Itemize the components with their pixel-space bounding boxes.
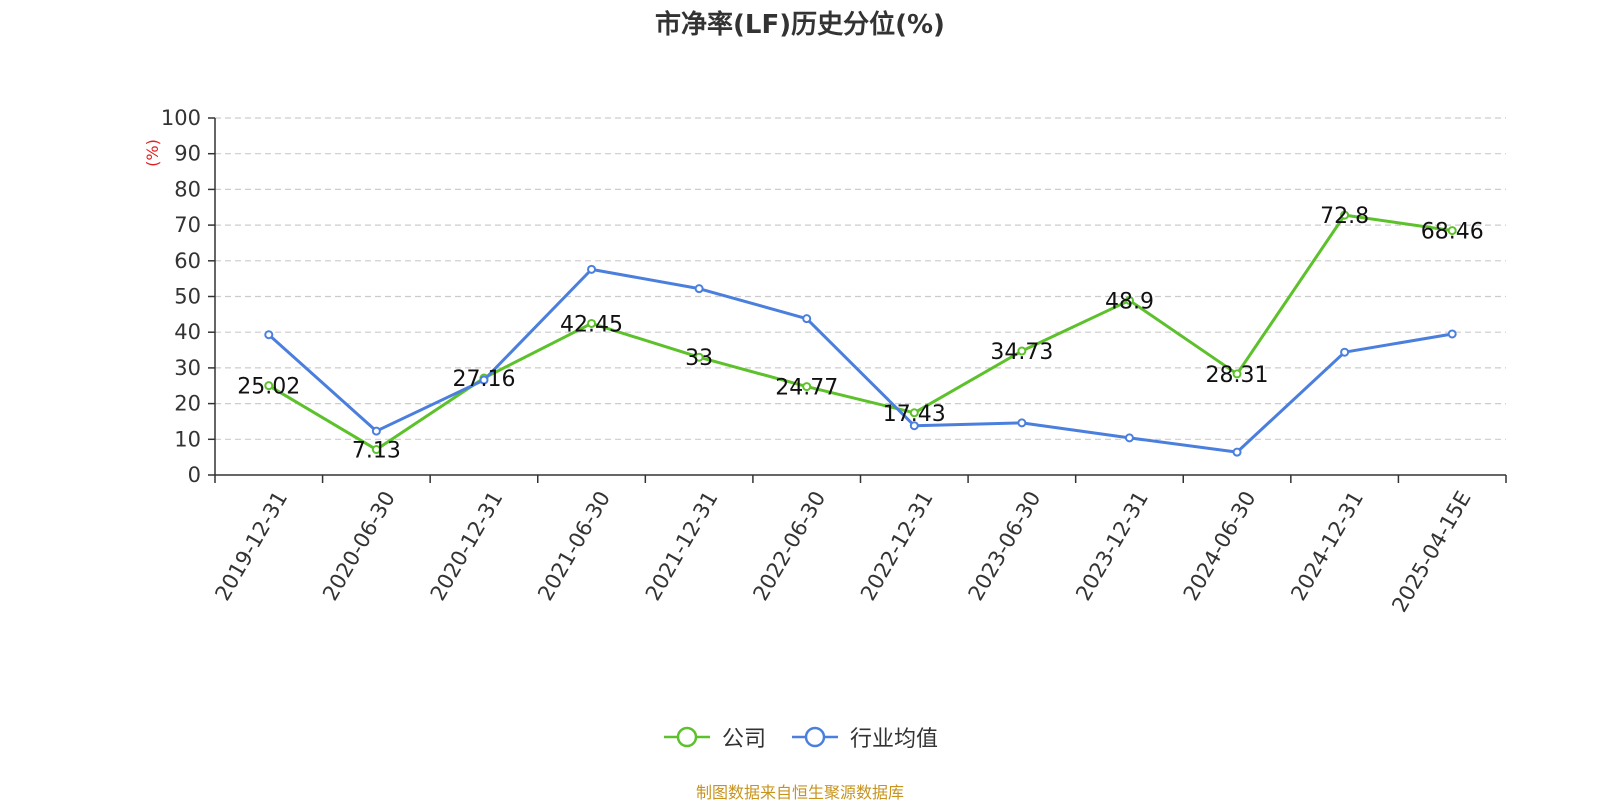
y-tick-label-0: 0 [188,463,201,487]
data-label-3: 42.45 [560,312,623,337]
x-tick-label-2019-12-31: 2019-12-31 [210,487,292,605]
data-label-9: 28.31 [1206,363,1269,388]
x-tick-label-2023-06-30: 2023-06-30 [964,487,1046,605]
series-lines [264,210,1457,457]
data-point-s0-1[interactable] [371,445,381,455]
data-label-7: 34.73 [990,340,1053,365]
legend-item-company[interactable]: 公司 [662,721,766,753]
chart-title: 市净率(LF)历史分位(%) [655,10,945,40]
data-label-0: 25.02 [237,375,300,400]
data-label-8: 48.9 [1105,289,1154,314]
x-tick-label-2024-06-30: 2024-06-30 [1179,487,1261,605]
data-point-s0-7[interactable] [1017,346,1027,356]
data-label-10: 72.8 [1320,204,1369,229]
source-note: 制图数据来自恒生聚源数据库 [695,783,904,802]
data-point-s0-3[interactable] [587,318,597,328]
data-point-s0-8[interactable] [1124,295,1134,305]
legend-label-company: 公司 [721,727,766,752]
y-tick-label-40: 40 [174,320,201,344]
data-point-s1-10[interactable] [1340,347,1350,357]
data-labels: 25.02 7.13 27.16 42.45 33 24.77 17.43 34.73 48.9… [237,204,1483,463]
legend-label-industry-avg: 行业均值 [850,727,939,752]
series-line-1 [267,267,1453,454]
data-point-s1-0[interactable] [264,330,274,340]
data-point-s1-4[interactable] [694,284,704,294]
data-point-s0-5[interactable] [802,382,812,392]
data-point-s0-6[interactable] [909,408,919,418]
data-point-s1-11[interactable] [1447,329,1457,339]
y-tick-label-80: 80 [174,177,201,201]
data-label-4: 33 [685,346,713,371]
data-point-s1-5[interactable] [802,314,812,324]
y-tick-label-50: 50 [174,285,201,309]
data-point-s1-7[interactable] [1017,418,1027,428]
x-tick-label-2023-12-31: 2023-12-31 [1071,487,1153,605]
y-axis-label: (%) [143,139,162,167]
data-point-s1-1[interactable] [371,426,381,436]
data-label-6: 17.43 [883,402,946,427]
data-point-s1-2[interactable] [479,375,489,385]
data-point-s1-9[interactable] [1232,447,1242,457]
data-label-5: 24.77 [775,376,838,401]
data-point-s1-6[interactable] [909,421,919,431]
data-label-11: 68.46 [1421,220,1484,245]
y-tick-label-90: 90 [174,142,201,166]
x-tick-label-2022-06-30: 2022-06-30 [748,487,830,605]
x-tick-label-2021-06-30: 2021-06-30 [533,487,615,605]
axes: 0 10 20 30 40 50 60 70 80 90 100 2019-12-31 2020-06-… [161,106,1507,616]
data-point-s1-3[interactable] [587,264,597,274]
y-tick-label-70: 70 [174,213,201,237]
data-point-s0-9[interactable] [1232,369,1242,379]
legend-item-industry-avg[interactable]: 行业均值 [790,721,938,753]
legend: 公司 行业均值 [0,721,1600,753]
y-tick-label-100: 100 [161,106,201,130]
legend-swatch-company-icon [663,726,710,748]
legend-swatch-industry-avg-icon [792,726,838,748]
x-tick-label-2021-12-31: 2021-12-31 [641,487,723,605]
data-point-s1-8[interactable] [1124,433,1134,443]
x-tick-label-2020-12-31: 2020-12-31 [426,487,508,605]
y-tick-label-20: 20 [174,392,201,416]
data-point-s0-4[interactable] [694,352,704,362]
grid-lines [215,117,1506,440]
x-tick-label-2025-04-15E: 2025-04-15E [1387,487,1475,616]
y-tick-label-30: 30 [174,356,201,380]
data-label-2: 27.16 [452,367,515,392]
data-point-s0-11[interactable] [1447,226,1457,236]
data-label-1: 7.13 [352,439,401,464]
x-tick-label-2020-06-30: 2020-06-30 [318,487,400,605]
y-tick-label-60: 60 [174,249,201,273]
x-tick-label-2022-12-31: 2022-12-31 [856,487,938,605]
data-point-s0-0[interactable] [264,381,274,391]
y-tick-label-10: 10 [174,427,201,451]
data-point-s0-10[interactable] [1340,210,1350,220]
x-tick-label-2024-12-31: 2024-12-31 [1286,487,1368,605]
